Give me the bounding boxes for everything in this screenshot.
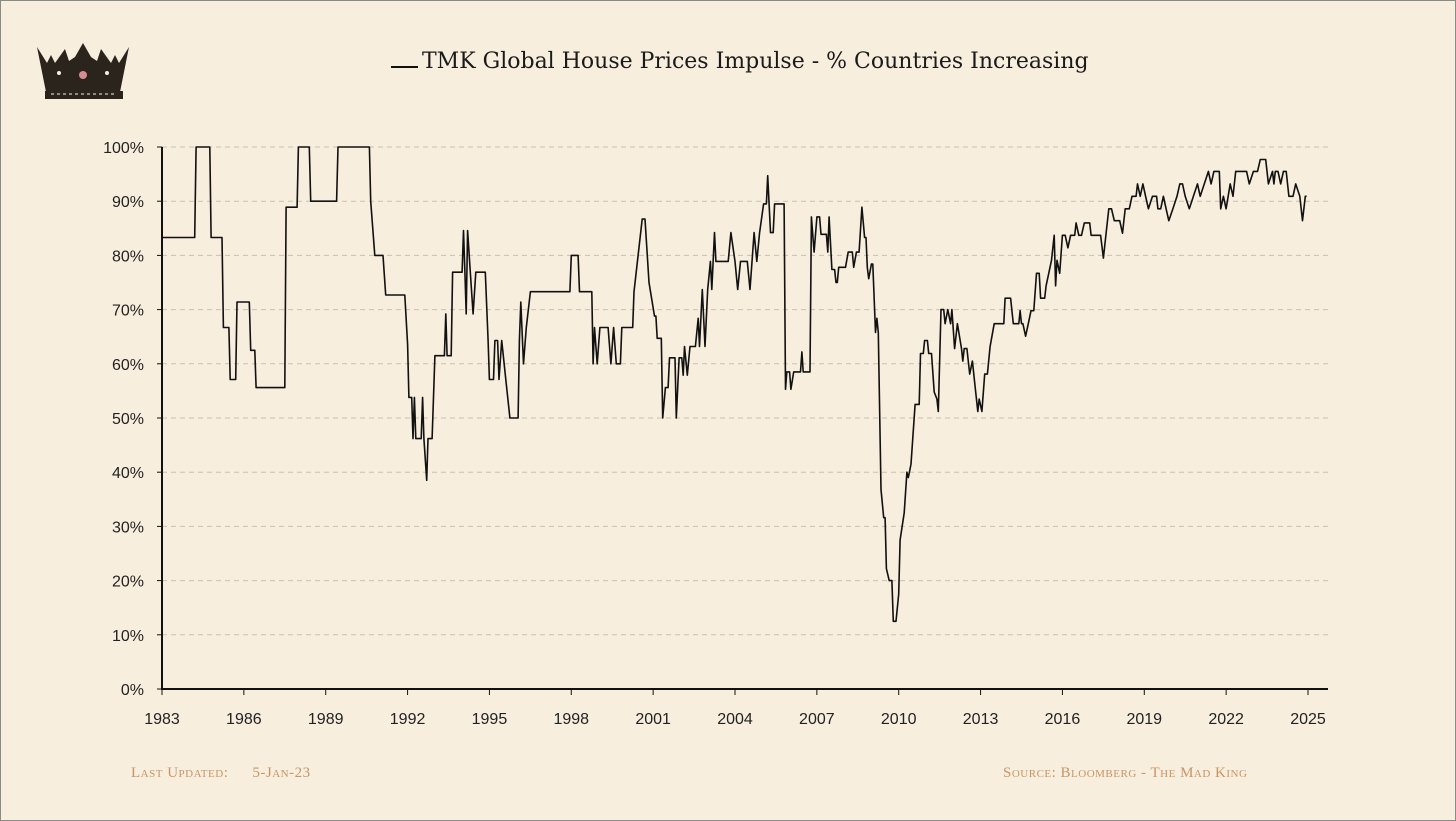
x-tick-label: 2007 xyxy=(799,711,835,728)
series-group xyxy=(162,146,1307,623)
x-tick-label: 1992 xyxy=(390,711,426,728)
last-updated: Last Updated: 5-Jan-23 xyxy=(131,765,311,782)
x-tick-label: 1989 xyxy=(308,711,344,728)
last-updated-value: 5-Jan-23 xyxy=(252,765,311,781)
y-tick-label: 80% xyxy=(112,248,144,265)
x-tick-label: 1983 xyxy=(144,711,180,728)
y-tick-label: 20% xyxy=(112,574,144,591)
y-tick-label: 40% xyxy=(112,465,144,482)
x-tick-label: 2010 xyxy=(881,711,917,728)
y-tick-label: 0% xyxy=(121,682,144,699)
y-tick-label: 30% xyxy=(112,519,144,536)
y-tick-label: 50% xyxy=(112,411,144,428)
chart-title: TMK Global House Prices Impulse - % Coun… xyxy=(422,49,1089,74)
x-tick-label: 2004 xyxy=(717,711,753,728)
x-axis-ticks: 1983 1986 1989 1992 1995 1998 2001 2004 2007 2010… xyxy=(144,689,1326,728)
y-axis-ticks: 0% 10% 20% 30% 40% 50% 60% 70% 80% 90% 100% xyxy=(103,140,162,699)
grid-lines xyxy=(162,146,1328,636)
crown-icon xyxy=(37,43,129,99)
y-tick-label: 100% xyxy=(103,140,144,157)
series-line-0 xyxy=(162,146,1307,623)
x-tick-label: 2019 xyxy=(1126,711,1162,728)
x-tick-label: 1986 xyxy=(226,711,262,728)
x-tick-label: 1995 xyxy=(472,711,508,728)
x-tick-label: 2025 xyxy=(1290,711,1326,728)
x-tick-label: 2016 xyxy=(1045,711,1081,728)
x-tick-label: 2013 xyxy=(963,711,999,728)
x-tick-label: 2001 xyxy=(635,711,671,728)
last-updated-label: Last Updated: xyxy=(131,765,229,781)
y-tick-label: 70% xyxy=(112,303,144,320)
x-tick-label: 2022 xyxy=(1208,711,1244,728)
source-credit: Source: Bloomberg - The Mad King xyxy=(1003,765,1248,781)
y-tick-label: 90% xyxy=(112,194,144,211)
y-tick-label: 10% xyxy=(112,628,144,645)
y-tick-label: 60% xyxy=(112,357,144,374)
x-tick-label: 1998 xyxy=(553,711,589,728)
